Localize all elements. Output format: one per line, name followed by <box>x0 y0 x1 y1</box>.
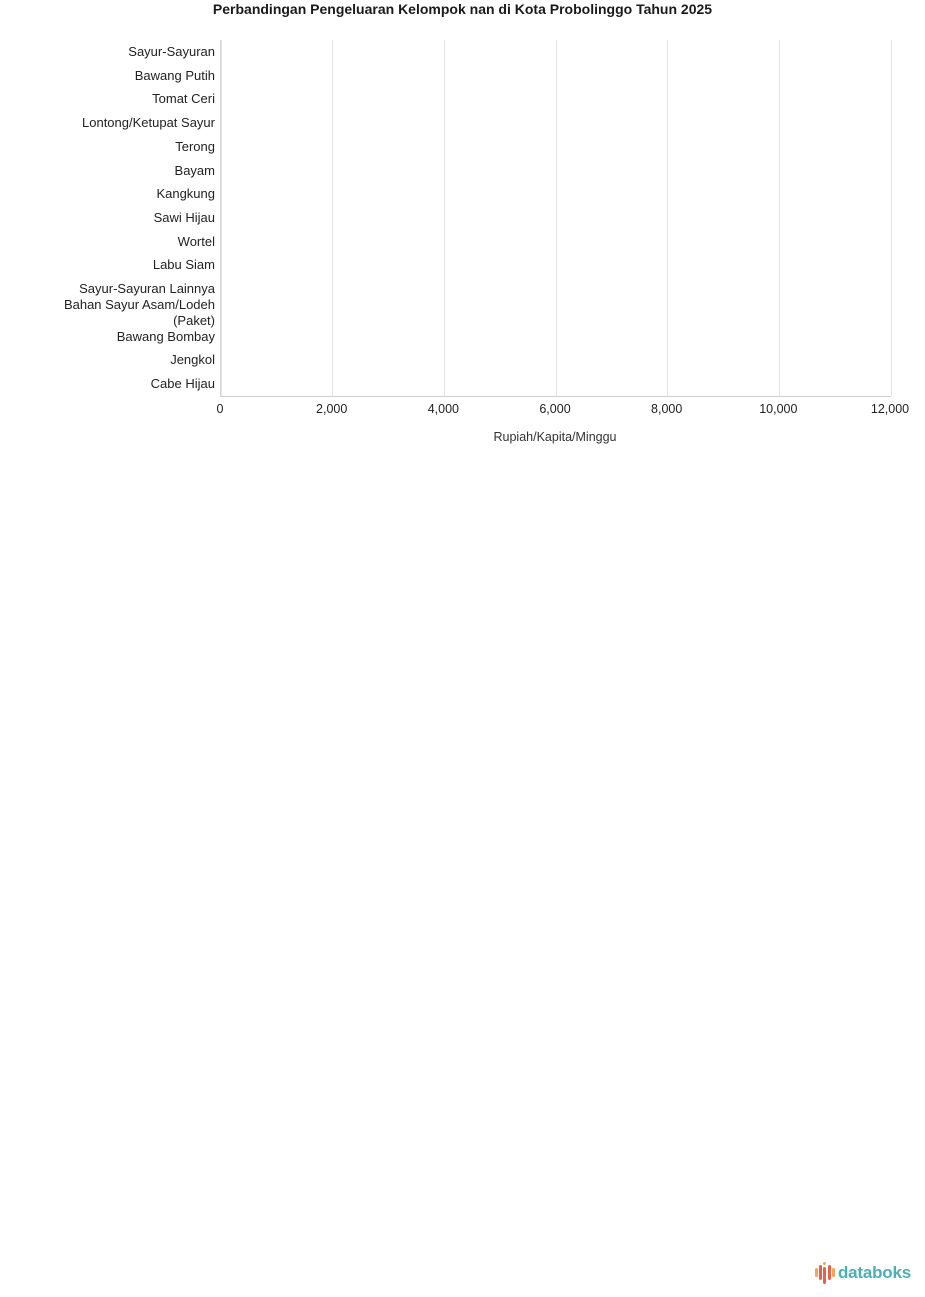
x-axis-tick-label: 4,000 <box>427 402 459 416</box>
y-axis-category-label: Bahan Sayur Asam/Lodeh (Paket) <box>63 296 215 328</box>
y-axis-category-label: Bawang Putih <box>134 67 215 83</box>
y-axis-category-label: Sawi Hijau <box>153 209 215 225</box>
y-axis-category-label: Terong <box>175 138 215 154</box>
x-gridline <box>667 40 669 396</box>
plot-area <box>220 40 892 397</box>
y-axis-category-label: Bawang Bombay <box>116 328 215 344</box>
x-gridline <box>220 40 222 396</box>
y-axis-category-label: Wortel <box>177 233 215 249</box>
y-axis-category-label: Sayur-Sayuran <box>128 43 215 59</box>
x-gridline <box>778 40 780 396</box>
y-axis-category-label: Tomat Ceri <box>152 91 215 107</box>
y-axis-category-label: Jengkol <box>170 352 215 368</box>
x-axis-tick-label: 10,000 <box>759 402 798 416</box>
chart-title: Perbandingan Pengeluaran Kelompok nan di… <box>212 1 713 17</box>
y-axis-category-label: Lontong/Ketupat Sayur <box>82 115 215 131</box>
y-axis-category-label: Sayur-Sayuran Lainnya <box>79 281 215 297</box>
x-gridline <box>555 40 557 396</box>
y-axis-category-label: Kangkung <box>156 186 215 202</box>
y-axis-labels: Sayur-Sayuran Bawang Putih Tomat Ceri Lonto… <box>0 40 215 396</box>
x-axis-ticks: 0 2,000 4,000 6,000 8,000 10,000 12,000 <box>216 402 910 418</box>
x-axis-tick-label: 0 <box>216 402 224 416</box>
y-axis-category-label: Bayam <box>174 162 215 178</box>
x-axis-tick-label: 8,000 <box>651 402 683 416</box>
x-gridline <box>890 40 892 396</box>
y-axis-category-label: Cabe Hijau <box>150 376 215 392</box>
x-gridline <box>332 40 334 396</box>
databoks-logo-icon <box>814 1262 835 1284</box>
x-axis-tick-label: 2,000 <box>316 402 348 416</box>
x-axis-title: Rupiah/Kapita/Minggu <box>493 430 617 444</box>
y-axis-category-label: Labu Siam <box>152 257 215 273</box>
x-axis-tick-label: 12,000 <box>870 402 910 416</box>
x-gridline <box>443 40 445 396</box>
x-axis-tick-label: 6,000 <box>539 402 571 416</box>
databoks-logo[interactable]: databoks <box>814 1262 911 1284</box>
databoks-logo-text: databoks <box>837 1263 911 1282</box>
